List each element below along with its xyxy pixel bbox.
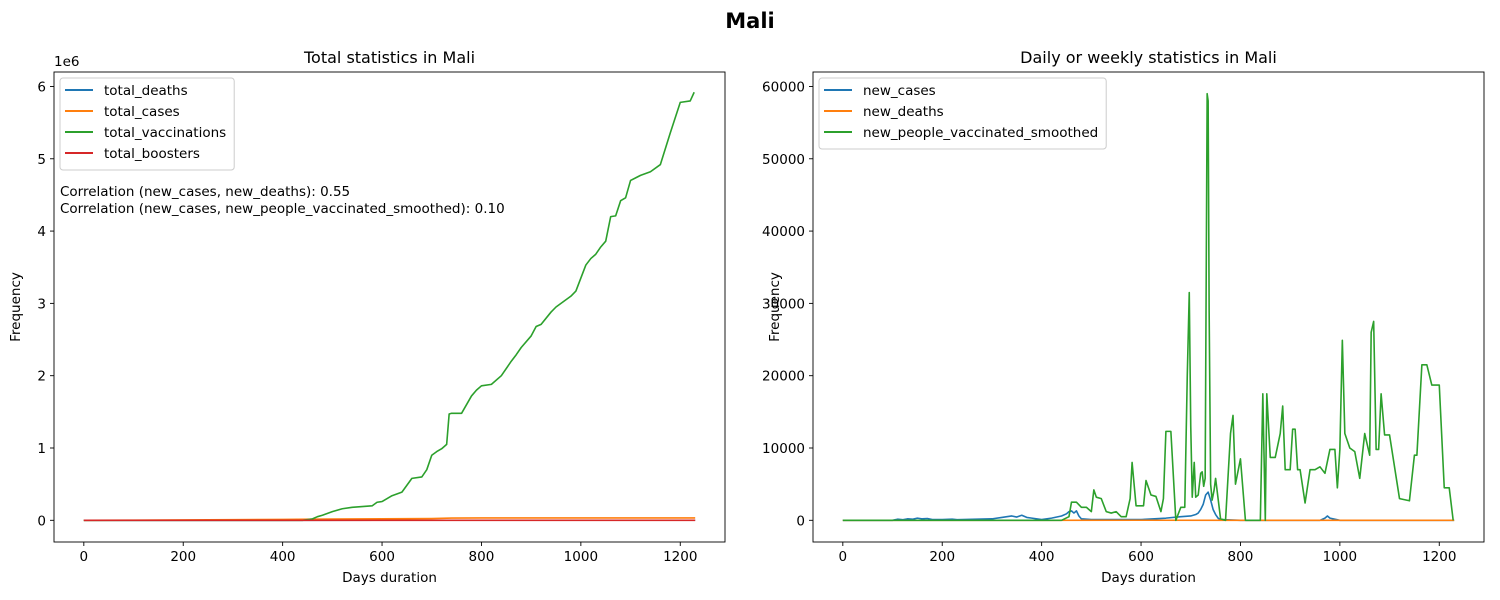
- left-x-tick-label: 400: [270, 549, 296, 565]
- left-y-offset-label: 1e6: [54, 54, 79, 70]
- left-legend-entry: total_deaths: [104, 83, 188, 99]
- right-x-axis-label: Days duration: [1101, 570, 1196, 586]
- left-x-axis-label: Days duration: [342, 570, 437, 586]
- right-y-tick-label: 10000: [762, 441, 805, 457]
- left-y-tick-label: 3: [37, 296, 46, 312]
- left-y-tick-label: 4: [37, 224, 46, 240]
- right-x-tick-label: 400: [1029, 549, 1055, 565]
- right-y-tick-label: 50000: [762, 152, 805, 168]
- left-plot-area: [83, 91, 696, 522]
- right-axes-frame: [812, 71, 1485, 543]
- right-legend-box: [818, 77, 1107, 150]
- left-x-tick-label: 1200: [663, 549, 697, 565]
- left-legend-box: [59, 77, 235, 171]
- right-y-tick-label: 0: [796, 513, 805, 529]
- left-chart-panel: Total statistics in Mali 0 200 400 600 800 100…: [8, 48, 726, 586]
- right-chart-title: Daily or weekly statistics in Mali: [1020, 48, 1277, 67]
- left-correlation-annotation: Correlation (new_cases, new_deaths): 0.5…: [60, 184, 350, 200]
- left-legend-entry: total_boosters: [104, 146, 200, 162]
- left-x-tick-label: 200: [170, 549, 196, 565]
- left-x-tick-label: 800: [469, 549, 495, 565]
- right-x-tick-label: 1000: [1323, 549, 1357, 565]
- right-plot-area: [842, 92, 1455, 522]
- left-chart-title: Total statistics in Mali: [303, 48, 475, 67]
- right-y-axis-label: Frequency: [767, 272, 783, 342]
- right-series-line-new-cases: [842, 491, 1455, 522]
- left-y-axis-label: Frequency: [8, 272, 24, 342]
- right-x-tick-label: 800: [1228, 549, 1254, 565]
- left-y-tick-label: 1: [37, 441, 46, 457]
- left-series-line-total-vaccinations: [83, 91, 695, 522]
- left-x-tick-label: 600: [369, 549, 395, 565]
- right-x-tick-label: 0: [839, 549, 848, 565]
- left-legend: total_deaths total_cases total_vaccination…: [59, 77, 235, 171]
- left-x-tick-label: 1000: [564, 549, 598, 565]
- left-x-tick-label: 0: [80, 549, 89, 565]
- left-y-tick-label: 2: [37, 369, 46, 385]
- left-y-tick-label: 6: [37, 79, 46, 95]
- right-legend-entry: new_deaths: [863, 104, 944, 120]
- left-legend-entry: total_cases: [104, 104, 180, 120]
- right-y-tick-label: 30000: [762, 296, 805, 312]
- right-legend-entry: new_people_vaccinated_smoothed: [863, 125, 1098, 141]
- right-chart-panel: Daily or weekly statistics in Mali 0 200 40…: [762, 48, 1485, 586]
- figure-suptitle: Mali: [725, 9, 774, 33]
- right-series-line-new-people-vaccinated-smoothed: [842, 92, 1454, 522]
- right-x-tick-label: 1200: [1422, 549, 1456, 565]
- left-y-tick-label: 5: [37, 152, 46, 168]
- right-y-tick-label: 20000: [762, 369, 805, 385]
- left-legend-entry: total_vaccinations: [104, 125, 226, 141]
- right-legend: new_cases new_deaths new_people_vaccinated…: [818, 77, 1107, 150]
- left-correlation-annotation: Correlation (new_cases, new_people_vacci…: [60, 201, 505, 217]
- right-y-tick-label: 60000: [762, 79, 805, 95]
- right-legend-entry: new_cases: [863, 83, 936, 99]
- right-y-tick-label: 40000: [762, 224, 805, 240]
- left-y-tick-label: 0: [37, 513, 46, 529]
- right-x-tick-label: 600: [1128, 549, 1154, 565]
- right-x-tick-label: 200: [929, 549, 955, 565]
- left-axes-frame: [53, 71, 726, 543]
